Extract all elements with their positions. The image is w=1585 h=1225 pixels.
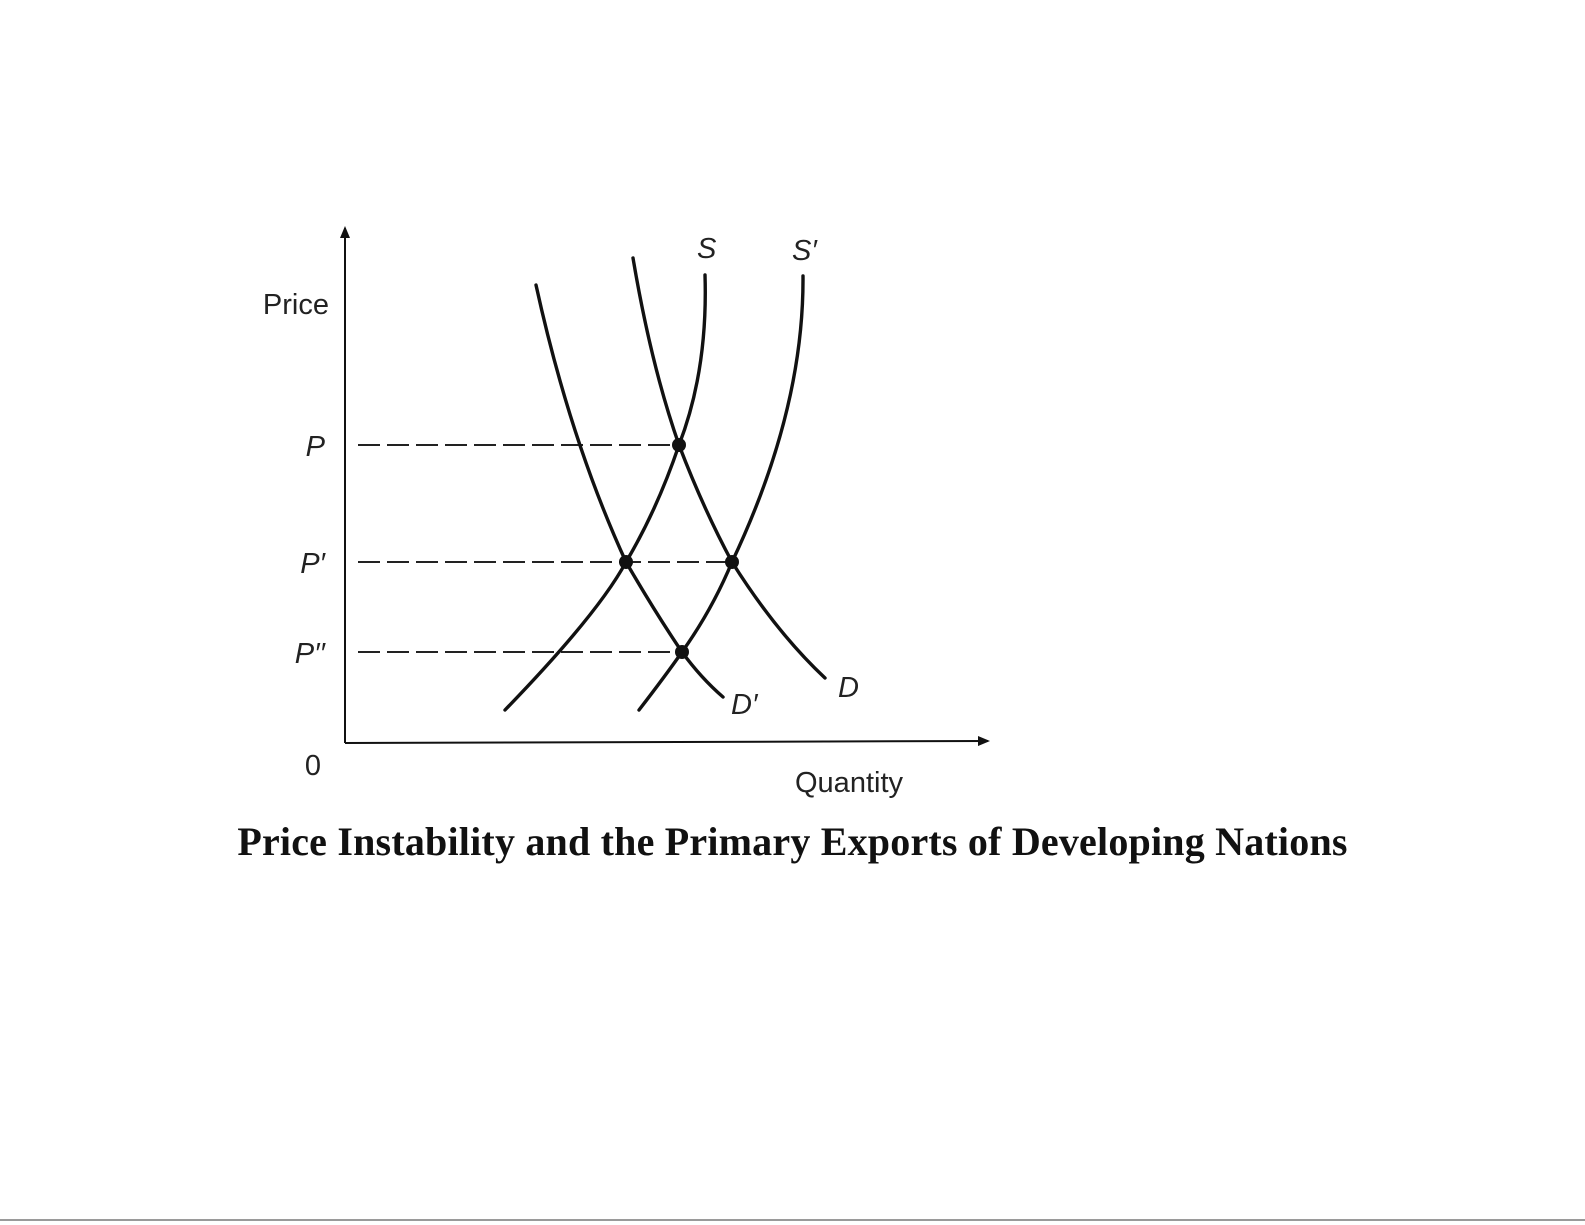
x-axis bbox=[344, 736, 990, 747]
origin-label: 0 bbox=[305, 750, 321, 782]
equilibrium-point-p-prime-right bbox=[725, 555, 739, 569]
curve-label-d: D bbox=[838, 672, 859, 704]
price-label-p-prime: P′ bbox=[300, 548, 326, 580]
supply-curve-s bbox=[503, 273, 707, 712]
supply-curve-s-prime bbox=[637, 274, 805, 712]
price-label-p: P bbox=[306, 431, 326, 463]
equilibrium-point-p-prime-left bbox=[619, 555, 633, 569]
x-axis-label: Quantity bbox=[795, 767, 903, 799]
curve-label-d-prime: D′ bbox=[731, 689, 759, 721]
curve-label-s-prime: S′ bbox=[792, 235, 818, 267]
equilibrium-point-p-double-prime bbox=[675, 645, 689, 659]
bottom-edge-rule bbox=[0, 1219, 1585, 1221]
curve-label-s: S bbox=[697, 233, 717, 265]
figure-caption: Price Instability and the Primary Export… bbox=[237, 819, 1348, 864]
y-axis-label: Price bbox=[263, 289, 329, 321]
demand-curve-d bbox=[631, 256, 827, 680]
price-label-p-double-prime: P′′ bbox=[295, 638, 327, 670]
equilibrium-point-p bbox=[672, 438, 686, 452]
